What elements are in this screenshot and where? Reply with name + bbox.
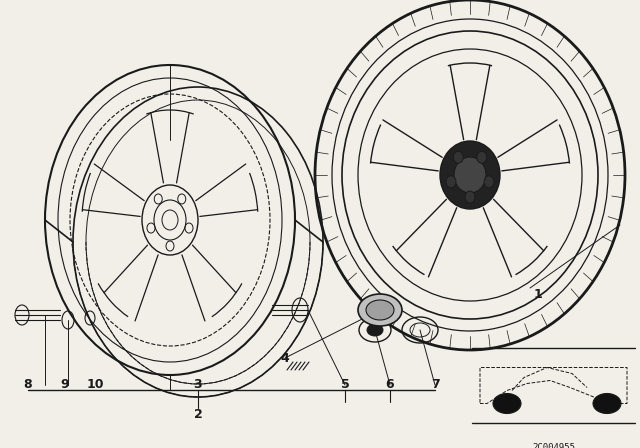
- Ellipse shape: [493, 393, 521, 414]
- Ellipse shape: [593, 393, 621, 414]
- Text: 10: 10: [86, 379, 104, 392]
- Text: 4: 4: [280, 352, 289, 365]
- Text: 8: 8: [24, 379, 32, 392]
- Text: 2C004955: 2C004955: [532, 443, 575, 448]
- Text: 1: 1: [534, 289, 542, 302]
- Text: 9: 9: [61, 379, 69, 392]
- Ellipse shape: [440, 141, 500, 209]
- Text: 6: 6: [386, 379, 394, 392]
- Ellipse shape: [484, 176, 494, 188]
- Ellipse shape: [367, 324, 383, 336]
- Ellipse shape: [465, 191, 475, 203]
- Text: 2: 2: [194, 409, 202, 422]
- Text: 3: 3: [194, 379, 202, 392]
- Ellipse shape: [454, 157, 486, 193]
- Ellipse shape: [358, 294, 402, 326]
- Ellipse shape: [477, 151, 487, 163]
- Text: 5: 5: [340, 379, 349, 392]
- Ellipse shape: [453, 151, 463, 163]
- Text: 7: 7: [431, 379, 440, 392]
- Ellipse shape: [366, 300, 394, 320]
- Ellipse shape: [446, 176, 456, 188]
